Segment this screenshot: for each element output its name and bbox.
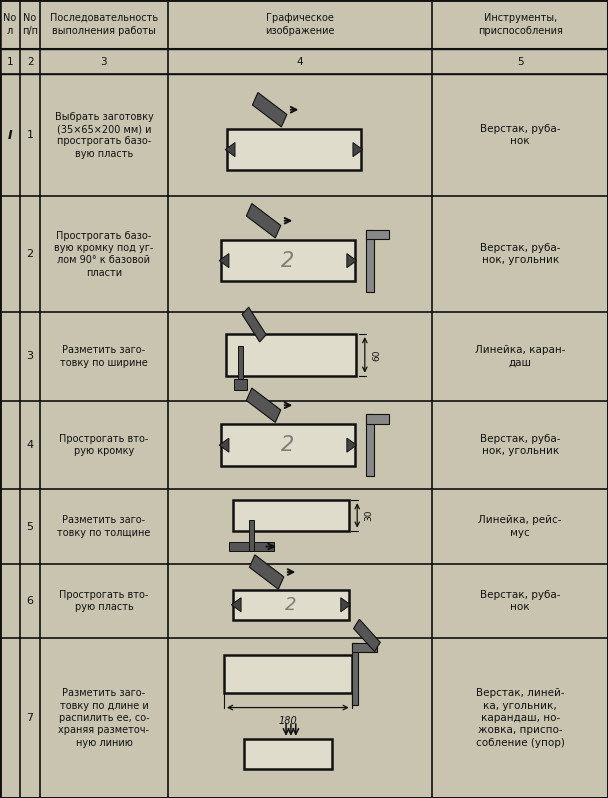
Text: 4: 4 (27, 440, 33, 450)
Bar (227, 129, 361, 171)
Text: 1: 1 (27, 130, 33, 140)
Text: Прострогать вто-
рую кромку: Прострогать вто- рую кромку (60, 434, 148, 456)
Text: Прострогать базо-
вую кромку под уг-
лом 90° к базовой
пласти: Прострогать базо- вую кромку под уг- лом… (54, 231, 154, 278)
Text: выполнения работы: выполнения работы (52, 26, 156, 36)
Text: 180: 180 (278, 716, 297, 725)
Bar (221, 240, 355, 282)
Bar (351, 643, 358, 705)
Text: Верстак, линей-
ка, угольник,
карандаш, но-
жовка, приспо-
собление (упор): Верстак, линей- ка, угольник, карандаш, … (475, 688, 565, 748)
Text: приспособления: приспособления (478, 26, 562, 36)
Polygon shape (219, 254, 229, 267)
Bar (234, 379, 247, 390)
Bar (244, 739, 332, 769)
Text: л: л (7, 26, 13, 36)
Bar (0, 401, 608, 489)
Bar (233, 590, 349, 620)
Bar (233, 500, 349, 531)
Polygon shape (347, 254, 356, 267)
Polygon shape (226, 143, 235, 156)
Text: 1: 1 (7, 57, 13, 66)
Text: Верстак, руба-
нок: Верстак, руба- нок (480, 590, 561, 612)
Text: Графическое: Графическое (266, 13, 334, 23)
Bar (366, 414, 373, 476)
Polygon shape (347, 438, 356, 452)
Text: 2: 2 (27, 57, 33, 66)
Text: Прострогать вто-
рую пласть: Прострогать вто- рую пласть (60, 590, 148, 612)
Text: Линейка, каран-
даш: Линейка, каран- даш (475, 346, 565, 368)
Bar (366, 230, 373, 292)
Text: 6: 6 (27, 596, 33, 606)
Text: Верстак, руба-
нок: Верстак, руба- нок (480, 124, 561, 147)
Bar (246, 203, 281, 238)
Text: 4: 4 (297, 57, 303, 66)
Bar (353, 619, 381, 651)
Polygon shape (232, 598, 241, 612)
Polygon shape (340, 598, 350, 612)
Bar (242, 307, 266, 342)
Text: Верстак, руба-
нок, угольник: Верстак, руба- нок, угольник (480, 243, 561, 266)
Bar (366, 414, 390, 424)
Text: Инструменты,: Инструменты, (483, 13, 557, 23)
Text: 30: 30 (365, 510, 373, 521)
Bar (0, 196, 608, 312)
Bar (351, 643, 377, 652)
Bar (249, 555, 284, 589)
Bar (0, 563, 608, 638)
Bar (0, 74, 608, 196)
Text: Разметить заго-
товку по ширине: Разметить заго- товку по ширине (60, 346, 148, 368)
Text: 3: 3 (27, 351, 33, 361)
Bar (0, 489, 608, 563)
Bar (252, 93, 287, 127)
Text: Разметить заго-
товку по длине и
распилить ее, со-
храняя разметоч-
ную линию: Разметить заго- товку по длине и распили… (58, 688, 150, 748)
Text: Выбрать заготовку
(35×65×200 мм) и
прострогать базо-
вую пласть: Выбрать заготовку (35×65×200 мм) и прост… (55, 112, 153, 159)
Bar (366, 230, 390, 239)
Text: 2: 2 (27, 249, 33, 259)
Text: 2: 2 (285, 596, 297, 614)
Polygon shape (353, 143, 362, 156)
Bar (226, 334, 356, 376)
Bar (238, 346, 243, 390)
Bar (221, 425, 355, 466)
Bar (224, 655, 351, 693)
Bar (0, 49, 608, 74)
Text: 7: 7 (27, 713, 33, 723)
Bar (249, 520, 254, 551)
Text: изображение: изображение (265, 26, 335, 36)
Text: 5: 5 (517, 57, 523, 66)
Text: I: I (8, 128, 12, 142)
Text: No: No (24, 13, 36, 23)
Polygon shape (219, 438, 229, 452)
Text: Верстак, руба-
нок, угольник: Верстак, руба- нок, угольник (480, 434, 561, 456)
Bar (0, 0, 608, 49)
Bar (229, 542, 274, 551)
Text: 2: 2 (282, 251, 294, 271)
Text: Разметить заго-
товку по толщине: Разметить заго- товку по толщине (57, 516, 151, 538)
Text: п/п: п/п (22, 26, 38, 36)
Bar (246, 388, 281, 422)
Bar (0, 312, 608, 401)
Text: No: No (4, 13, 16, 23)
Text: Линейка, рейс-
мус: Линейка, рейс- мус (478, 516, 562, 538)
Text: 5: 5 (27, 522, 33, 531)
Text: Последовательность: Последовательность (50, 13, 158, 23)
Text: 2: 2 (282, 435, 294, 455)
Bar (0, 638, 608, 798)
Text: 60: 60 (372, 350, 381, 361)
Text: 3: 3 (101, 57, 107, 66)
